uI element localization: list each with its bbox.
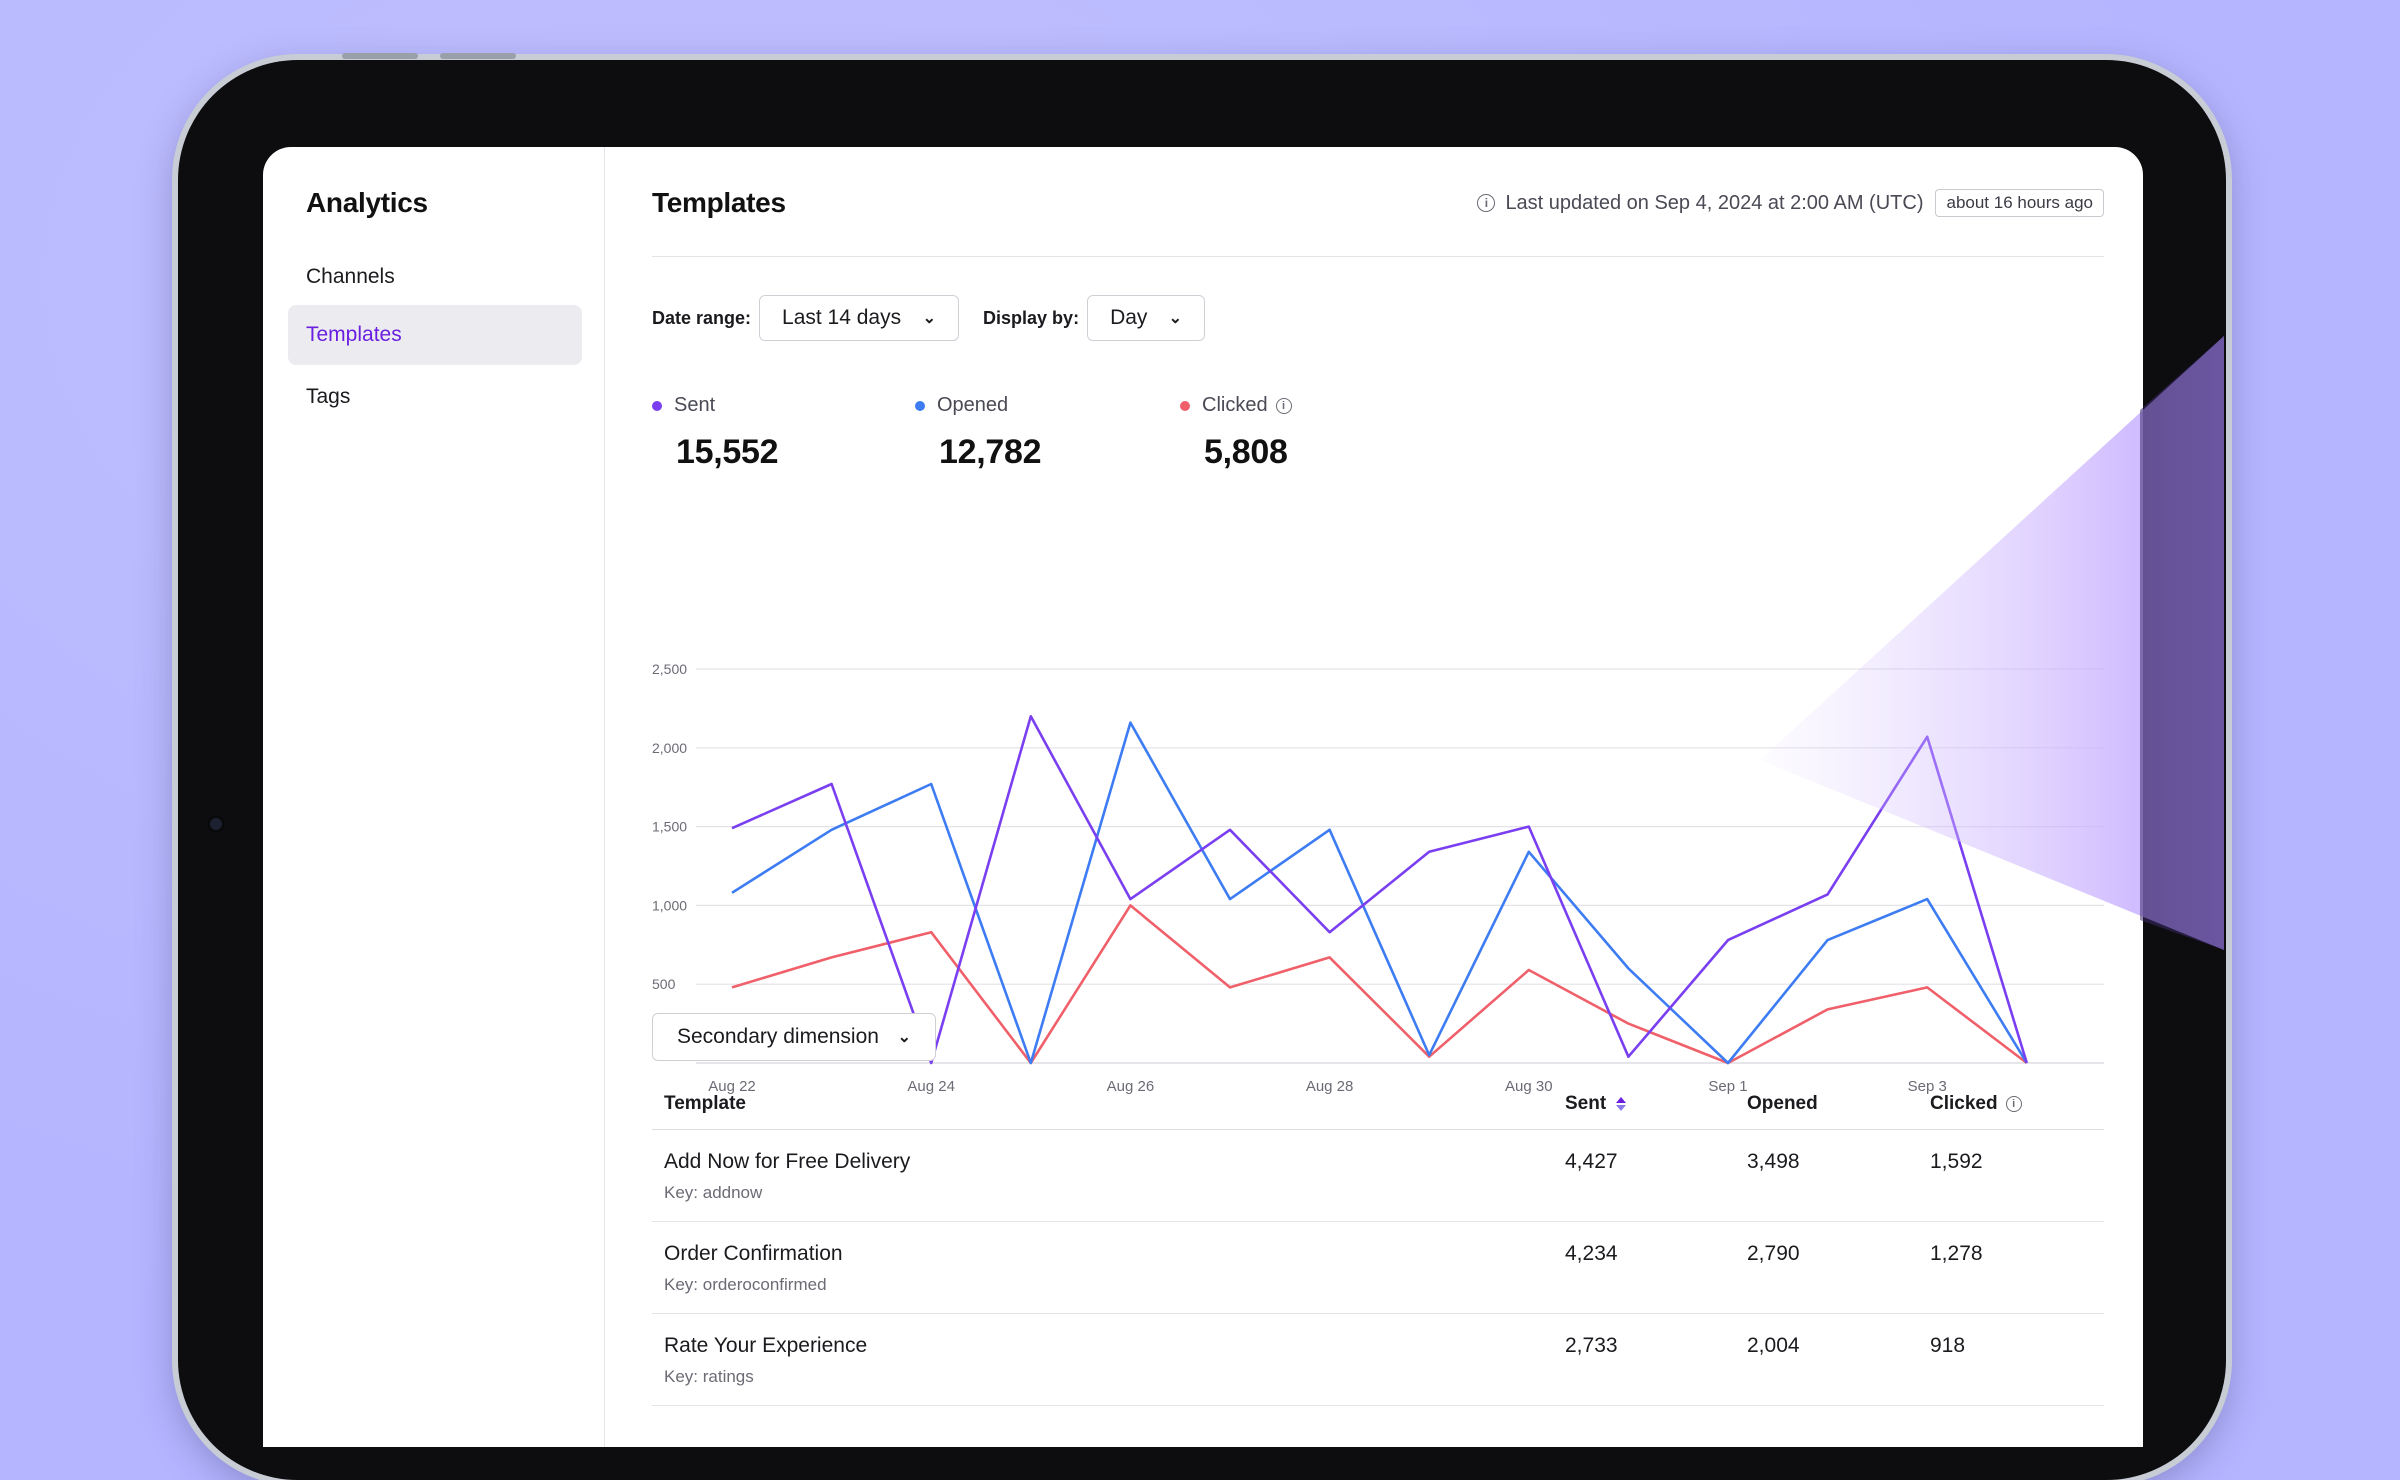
secondary-dimension-label: Secondary dimension [677,1025,879,1048]
secondary-dimension-select[interactable]: Secondary dimension ⌄ [652,1013,936,1061]
metric-sent: Sent 15,552 [652,394,779,472]
date-range-label: Date range: [652,307,752,328]
date-range-value: Last 14 days [782,306,902,329]
page-title: Templates [652,187,786,218]
info-icon: i [1477,194,1496,212]
sidebar-item-label: Channels [306,265,395,288]
metric-value: 15,552 [676,433,779,471]
sidebar-item-label: Templates [306,323,402,346]
table-header: Template Sent Opened Clicked i [652,1077,2104,1130]
metric-value: 5,808 [1204,433,1288,471]
templates-table: Template Sent Opened Clicked i Add Now f… [652,1077,2104,1406]
opened-value: 2,790 [1747,1242,1800,1265]
opened-dot [915,400,925,411]
table-row[interactable]: Add Now for Free Delivery Key: addnow 4,… [652,1130,2104,1222]
y-tick-label: 1,000 [652,897,687,913]
tablet-button [342,53,418,59]
chevron-down-icon: ⌄ [1168,310,1183,327]
sidebar-item-templates[interactable]: Templates [288,305,582,365]
camera-icon [210,818,222,830]
sidebar-item-tags[interactable]: Tags [288,367,582,427]
table-row[interactable]: Order Confirmation Key: orderoconfirmed … [652,1222,2104,1314]
y-tick-label: 1,500 [652,819,687,835]
metric-value: 12,782 [939,433,1042,471]
sent-value: 2,733 [1565,1334,1618,1357]
x-tick-label: Aug 26 [1107,1078,1155,1095]
sort-icon[interactable] [1616,1097,1627,1111]
sidebar-item-label: Tags [306,385,351,408]
last-updated: i Last updated on Sep 4, 2024 at 2:00 AM… [1477,189,2104,217]
template-name: Order Confirmation [664,1242,843,1265]
date-range-select[interactable]: Last 14 days ⌄ [759,295,960,341]
template-name: Add Now for Free Delivery [664,1150,911,1173]
clicked-dot [1180,400,1190,411]
sent-value: 4,234 [1565,1242,1618,1265]
app-screen: Analytics Channels Templates Tags Templa… [263,147,2143,1447]
column-label: Template [664,1093,747,1114]
display-by-select[interactable]: Day ⌄ [1087,295,1206,341]
x-tick-label: Sep 1 [1708,1078,1747,1095]
metric-opened: Opened 12,782 [915,394,1042,472]
opened-value: 2,004 [1747,1334,1800,1357]
template-key: Key: orderoconfirmed [664,1275,827,1294]
filters-bar: Date range: Last 14 days ⌄ Display by: D… [652,295,1206,341]
updated-badge: about 16 hours ago [1935,189,2104,217]
col-sent-header[interactable]: Sent [1565,1093,1627,1115]
col-opened-header[interactable]: Opened [1747,1093,1818,1115]
tablet-button [440,53,516,59]
metric-label: Clicked [1202,394,1268,416]
table-row[interactable]: Rate Your Experience Key: ratings 2,733 … [652,1314,2104,1406]
metric-label: Opened [937,394,1009,416]
sidebar-title: Analytics [306,187,428,218]
info-icon[interactable]: i [1275,397,1292,414]
column-label: Sent [1565,1093,1607,1114]
opened-value: 3,498 [1747,1150,1800,1173]
clicked-value: 918 [1930,1334,1966,1357]
template-key: Key: ratings [664,1367,754,1386]
chevron-down-icon: ⌄ [897,1029,911,1046]
template-name: Rate Your Experience [664,1334,868,1357]
sent-dot [652,400,662,411]
y-tick-label: 2,500 [652,661,687,677]
x-tick-label: Aug 30 [1505,1078,1553,1095]
sidebar-item-channels[interactable]: Channels [288,247,582,307]
x-tick-label: Aug 24 [907,1078,955,1095]
metric-label: Sent [674,394,716,416]
x-tick-label: Sep 3 [1908,1078,1947,1095]
chevron-down-icon: ⌄ [922,310,937,327]
y-tick-label: 2,000 [652,740,687,756]
template-key: Key: addnow [664,1183,763,1202]
header-divider [652,256,2104,257]
series-line-opened [731,721,2028,1065]
metric-clicked: Clicked i 5,808 [1180,394,1292,472]
series-line-clicked [731,904,2028,1065]
col-clicked-header[interactable]: Clicked i [1930,1093,2022,1115]
main-content: Templates i Last updated on Sep 4, 2024 … [652,147,2104,1447]
x-tick-label: Aug 28 [1306,1078,1354,1095]
last-updated-text: Last updated on Sep 4, 2024 at 2:00 AM (… [1505,191,1924,214]
sent-value: 4,427 [1565,1150,1618,1173]
x-tick-label: Aug 22 [708,1078,756,1095]
display-by-label: Display by: [983,307,1080,328]
column-label: Clicked [1930,1093,1998,1114]
clicked-value: 1,278 [1930,1242,1983,1265]
col-template-header[interactable]: Template [664,1093,746,1115]
sidebar: Analytics Channels Templates Tags [263,147,605,1447]
info-icon[interactable]: i [2005,1096,2022,1112]
display-by-value: Day [1110,306,1148,329]
column-label: Opened [1747,1093,1818,1114]
y-tick-label: 500 [652,976,676,992]
clicked-value: 1,592 [1930,1150,1983,1173]
series-line-sent [731,715,2029,1065]
